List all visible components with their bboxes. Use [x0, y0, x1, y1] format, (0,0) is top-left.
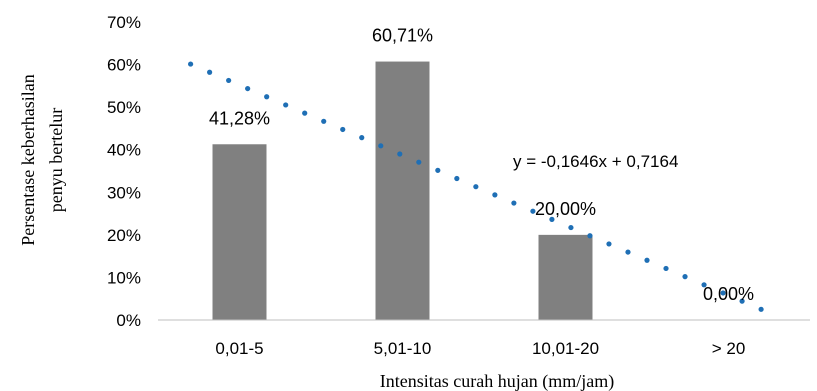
- trendline-dot: [682, 274, 688, 280]
- trendline-dot: [530, 208, 536, 214]
- bar: [538, 234, 593, 320]
- trendline-dot: [245, 85, 251, 92]
- y-tick-label: 10%: [107, 268, 141, 287]
- trendline-dot: [720, 290, 726, 296]
- trendline-dot: [625, 249, 631, 255]
- trendline-dot: [378, 143, 384, 149]
- y-axis-ticks: 0% 10% 20% 30% 40% 50% 60% 70%: [107, 13, 141, 330]
- x-tick-label: 5,01-10: [374, 339, 432, 358]
- x-tick-label: 10,01-20: [532, 339, 599, 358]
- y-axis-title: Persentase keberhasilan penyu bertelur: [18, 74, 66, 245]
- data-label: 41,28%: [209, 108, 270, 128]
- y-tick-label: 30%: [107, 183, 141, 202]
- data-label: 20,00%: [535, 199, 596, 219]
- trendline-dot: [568, 224, 574, 231]
- trendline-dot: [435, 167, 441, 173]
- trendline-dot: [701, 282, 707, 288]
- x-axis-ticks: 0,01-5 5,01-10 10,01-20 > 20: [215, 339, 745, 358]
- y-tick-label: 60%: [107, 56, 141, 75]
- trendline-dot: [283, 102, 289, 108]
- trendline-dot: [606, 241, 612, 247]
- trendline-dot: [454, 175, 460, 182]
- trendline-dot: [302, 110, 308, 116]
- trendline-dot: [226, 77, 232, 84]
- trendline-dot: [416, 159, 422, 165]
- y-tick-label: 70%: [107, 13, 141, 32]
- trendline-dot: [264, 94, 270, 100]
- trendline-dot: [549, 216, 555, 222]
- trendline-dot: [587, 233, 593, 239]
- trendline-dot: [492, 192, 498, 198]
- trendline-dot: [359, 135, 365, 141]
- y-tick-label: 50%: [107, 98, 141, 117]
- bar: [212, 144, 267, 320]
- trendline-dot: [739, 298, 745, 304]
- trendline-dot: [644, 257, 650, 263]
- x-axis-title: Intensitas curah hujan (mm/jam): [380, 371, 614, 391]
- bars: [212, 61, 593, 320]
- trendline-dot: [473, 184, 479, 190]
- trendline-dot: [188, 61, 194, 67]
- trendline: [188, 61, 764, 312]
- data-labels: 41,28% 60,71% 20,00% 0,00%: [209, 26, 754, 304]
- trendline-dot: [663, 265, 669, 272]
- trendline-dot: [511, 200, 517, 206]
- x-tick-label: 0,01-5: [215, 339, 263, 358]
- trendline-dot: [758, 306, 764, 312]
- y-axis-title-line-1: Persentase keberhasilan: [18, 74, 38, 245]
- trendline-equation: y = -0,1646x + 0,7164: [513, 152, 678, 171]
- y-tick-label: 20%: [107, 226, 141, 245]
- y-tick-label: 40%: [107, 141, 141, 160]
- trendline-dot: [340, 126, 346, 133]
- bar: [375, 61, 430, 320]
- data-label: 60,71%: [372, 26, 433, 46]
- trendline-dot: [321, 118, 327, 124]
- trendline-dot: [207, 69, 213, 75]
- y-axis-title-line-2: penyu bertelur: [46, 108, 66, 212]
- data-label: 0,00%: [703, 284, 754, 304]
- x-tick-label: > 20: [712, 339, 746, 358]
- y-tick-label: 0%: [116, 311, 141, 330]
- trendline-dot: [397, 151, 403, 157]
